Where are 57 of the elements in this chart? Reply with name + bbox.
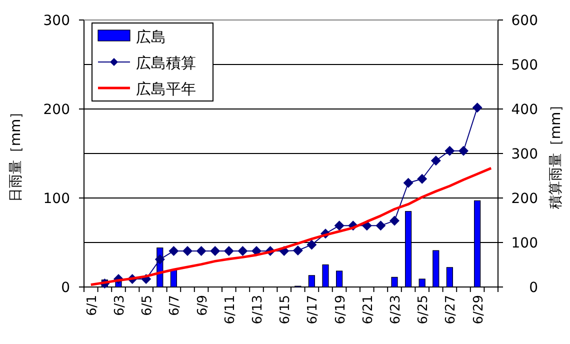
bar: [322, 264, 329, 288]
point: [224, 246, 234, 256]
x-tick-label: 6/23: [388, 295, 404, 324]
point: [430, 156, 441, 166]
x-tick-label: 6/21: [360, 295, 376, 324]
bar: [170, 270, 177, 288]
point: [458, 146, 468, 156]
y2-tick-label: 600: [511, 13, 538, 29]
x-tick-label: 6/7: [168, 295, 183, 316]
legend-label: 広島平年: [136, 80, 196, 98]
point: [168, 246, 179, 256]
point: [210, 246, 220, 256]
x-tick-label: 6/15: [278, 295, 294, 324]
y2-tick-label: 200: [511, 191, 538, 207]
point: [390, 216, 400, 226]
point: [376, 220, 386, 231]
point: [238, 246, 248, 256]
y-tick-label: 100: [43, 191, 70, 207]
y2-tick-label: 400: [511, 102, 538, 118]
point: [334, 220, 344, 231]
x-tick-label: 6/5: [140, 295, 156, 316]
x-tick-label: 6/19: [333, 295, 348, 324]
x-tick-label: 6/9: [195, 295, 210, 316]
y2-tick-label: 0: [529, 280, 538, 296]
x-tick-label: 6/29: [471, 295, 486, 324]
bar: [418, 278, 426, 288]
point: [292, 246, 303, 256]
y2-tick-label: 100: [511, 236, 538, 252]
point: [196, 246, 206, 256]
bar: [391, 276, 398, 288]
legend-label: 広島積算: [136, 54, 196, 72]
x-tick-label: 6/25: [416, 295, 432, 324]
y2-tick-label: 300: [511, 146, 538, 162]
point: [306, 240, 317, 250]
point: [403, 178, 414, 188]
y-tick-label: 300: [43, 13, 70, 29]
bar: [336, 270, 343, 288]
x-tick-label: 6/11: [222, 295, 238, 324]
y2-tick-label: 500: [511, 58, 538, 74]
x-tick-label: 6/3: [112, 295, 128, 316]
point: [154, 254, 165, 264]
y-tick-label: 0: [61, 280, 70, 296]
x-tick-label: 6/17: [306, 295, 321, 324]
legend-label: 広島: [136, 28, 166, 46]
x-tick-label: 6/1: [84, 295, 100, 316]
point: [182, 246, 192, 256]
bar: [432, 250, 440, 288]
x-tick-label: 6/13: [250, 295, 266, 324]
point: [417, 174, 428, 184]
y-tick-label: 200: [43, 102, 70, 118]
point: [472, 102, 482, 113]
y-axis-title: 日雨量［mm］: [8, 104, 24, 202]
x-tick-label: 6/27: [444, 295, 459, 324]
y2-axis-title: 積算雨量［mm］: [548, 98, 564, 210]
bar: [308, 275, 315, 288]
point: [444, 146, 455, 156]
bar: [446, 267, 453, 288]
